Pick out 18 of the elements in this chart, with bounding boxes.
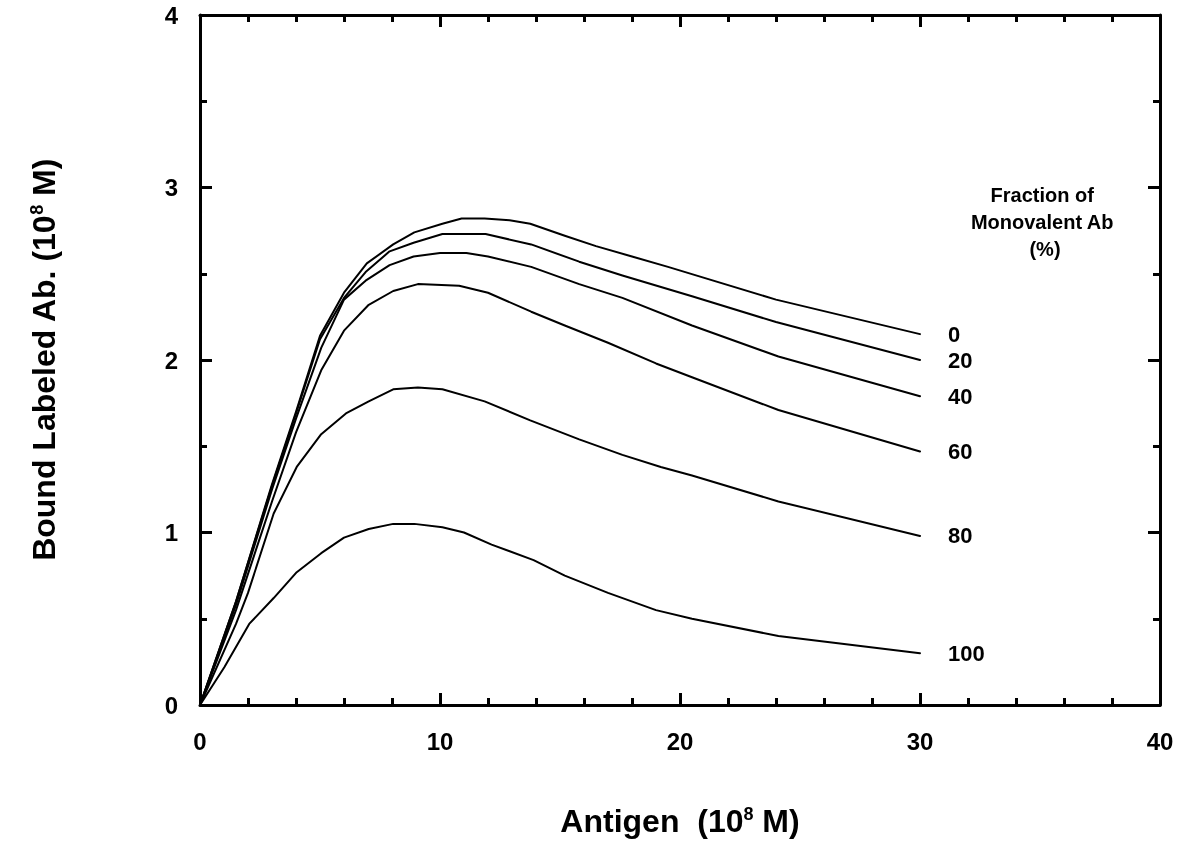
- x-tick-label: 20: [666, 727, 694, 755]
- y-tick-label: 4: [164, 1, 179, 29]
- y-tick-label: 1: [164, 519, 178, 546]
- x-tick-label: 0: [193, 727, 207, 755]
- x-tick-label: 30: [906, 727, 934, 755]
- y-tick-label: 0: [164, 691, 178, 719]
- y-axis-title: Bound Labeled Ab. (108 M): [26, 158, 62, 561]
- series-label: 80: [948, 523, 973, 549]
- y-tick-label: 2: [164, 346, 178, 374]
- series-label: 40: [948, 383, 973, 409]
- x-tick-label: 40: [1146, 727, 1174, 755]
- legend-title: Fraction of Monovalent Ab (%): [970, 183, 1120, 260]
- y-tick-label: 3: [164, 174, 178, 201]
- series-label: 60: [948, 438, 973, 464]
- x-tick-label: 10: [426, 727, 454, 755]
- series-label: 20: [948, 347, 973, 373]
- series-label: 0: [948, 321, 961, 347]
- series-label: 100: [948, 640, 985, 666]
